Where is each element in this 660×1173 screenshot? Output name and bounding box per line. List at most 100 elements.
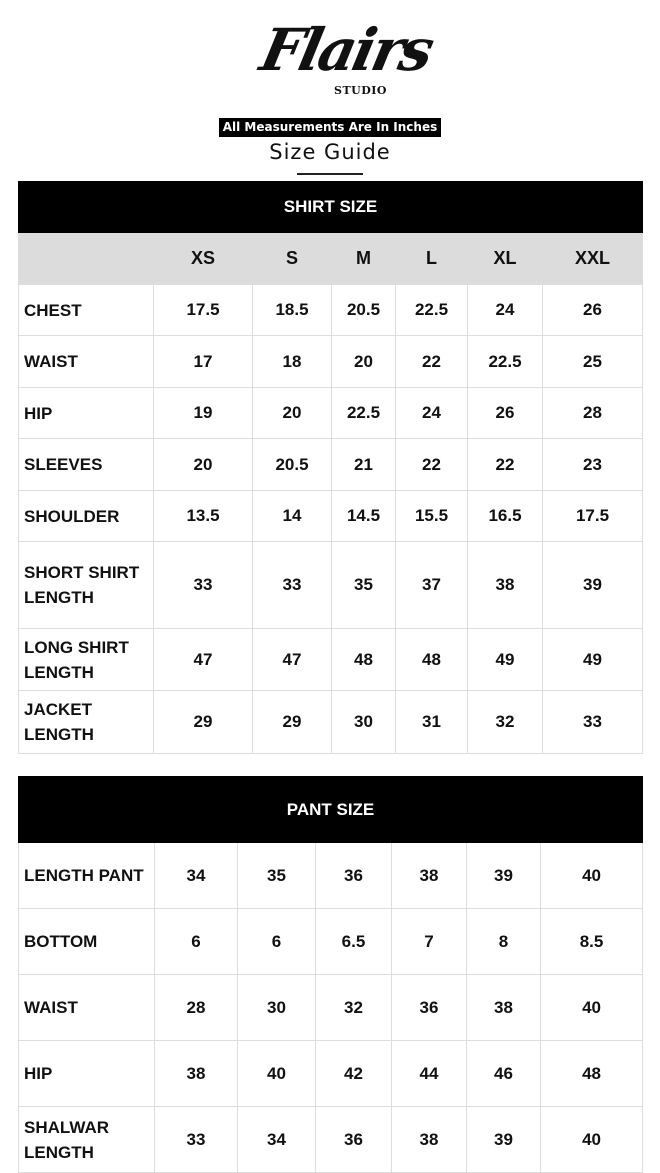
measurement-cell: 20 bbox=[331, 335, 396, 388]
measurement-cell: 6 bbox=[237, 908, 316, 975]
row-label: WAIST bbox=[18, 335, 154, 388]
table-row: WAIST 28 30 32 36 38 40 bbox=[18, 974, 644, 1041]
measurement-cell: 22.5 bbox=[395, 284, 468, 336]
measurement-cell: 22.5 bbox=[467, 335, 543, 388]
row-label: SLEEVES bbox=[18, 438, 154, 491]
measurement-cell: 6 bbox=[154, 908, 238, 975]
brand-name: Flairs bbox=[254, 16, 438, 84]
measurement-cell: 39 bbox=[466, 842, 541, 909]
table-row: SHORT SHIRT LENGTH 33 33 35 37 38 39 bbox=[18, 541, 644, 629]
table-row: CHEST 17.5 18.5 20.5 22.5 24 26 bbox=[18, 284, 644, 336]
measurement-cell: 40 bbox=[539, 1106, 644, 1173]
measurement-cell: 15.5 bbox=[395, 490, 468, 542]
measurement-cell: 14.5 bbox=[331, 490, 396, 542]
size-header: XL bbox=[467, 232, 543, 285]
measurement-cell: 42 bbox=[315, 1040, 392, 1107]
measurement-cell: 7 bbox=[391, 908, 467, 975]
table-row: SHOULDER 13.5 14 14.5 15.5 16.5 17.5 bbox=[18, 490, 644, 542]
row-label: HIP bbox=[18, 387, 154, 439]
measurement-cell: 18.5 bbox=[252, 284, 332, 336]
measurement-note: All Measurements Are In Inches bbox=[219, 118, 441, 137]
row-label: SHOULDER bbox=[18, 490, 154, 542]
shirt-size-table: SHIRT SIZE XS S M L XL XXL CHEST 17.5 18.5 20.5 22.… bbox=[17, 181, 644, 754]
measurement-cell: 18 bbox=[252, 335, 332, 388]
measurement-cell: 22 bbox=[395, 335, 468, 388]
brand-logo: Flairs STUDIO bbox=[255, 16, 438, 102]
table-heading-row: SHIRT SIZE bbox=[17, 181, 644, 233]
measurement-cell: 32 bbox=[315, 974, 392, 1041]
measurement-cell: 28 bbox=[541, 387, 644, 439]
empty-header-cell bbox=[18, 232, 154, 285]
measurement-cell: 47 bbox=[252, 628, 332, 691]
size-header: XXL bbox=[541, 232, 644, 285]
measurement-cell: 28 bbox=[154, 974, 238, 1041]
measurement-cell: 36 bbox=[391, 974, 467, 1041]
measurement-cell: 38 bbox=[391, 1106, 467, 1173]
row-label: JACKET LENGTH bbox=[18, 690, 154, 754]
size-header: M bbox=[331, 232, 396, 285]
measurement-cell: 40 bbox=[237, 1040, 316, 1107]
table-heading: SHIRT SIZE bbox=[17, 181, 644, 233]
measurement-cell: 35 bbox=[237, 842, 316, 909]
measurement-cell: 29 bbox=[153, 690, 253, 754]
measurement-cell: 48 bbox=[331, 628, 396, 691]
measurement-cell: 8.5 bbox=[539, 908, 644, 975]
measurement-cell: 38 bbox=[467, 541, 543, 629]
table-row: BOTTOM 6 6 6.5 7 8 8.5 bbox=[18, 908, 644, 975]
measurement-cell: 20.5 bbox=[252, 438, 332, 491]
row-label: HIP bbox=[18, 1040, 155, 1107]
measurement-cell: 20.5 bbox=[331, 284, 396, 336]
measurement-cell: 26 bbox=[467, 387, 543, 439]
measurement-cell: 36 bbox=[315, 1106, 392, 1173]
measurement-cell: 17.5 bbox=[153, 284, 253, 336]
measurement-cell: 49 bbox=[467, 628, 543, 691]
brand-sub: STUDIO bbox=[334, 84, 387, 97]
pant-size-table: PANT SIZE LENGTH PANT 34 35 36 38 39 40 BOTTOM 6 6… bbox=[17, 776, 644, 1173]
measurement-cell: 33 bbox=[252, 541, 332, 629]
row-label: LENGTH PANT bbox=[18, 842, 155, 909]
measurement-cell: 34 bbox=[154, 842, 238, 909]
row-label: WAIST bbox=[18, 974, 155, 1041]
measurement-cell: 20 bbox=[153, 438, 253, 491]
measurement-cell: 40 bbox=[539, 974, 644, 1041]
table-row: SLEEVES 20 20.5 21 22 22 23 bbox=[18, 438, 644, 491]
table-row: HIP 38 40 42 44 46 48 bbox=[18, 1040, 644, 1107]
measurement-cell: 39 bbox=[541, 541, 644, 629]
measurement-cell: 13.5 bbox=[153, 490, 253, 542]
measurement-cell: 14 bbox=[252, 490, 332, 542]
measurement-cell: 33 bbox=[154, 1106, 238, 1173]
measurement-cell: 23 bbox=[541, 438, 644, 491]
measurement-cell: 17.5 bbox=[541, 490, 644, 542]
measurement-cell: 38 bbox=[391, 842, 467, 909]
measurement-cell: 26 bbox=[541, 284, 644, 336]
row-label: LONG SHIRT LENGTH bbox=[18, 628, 154, 691]
measurement-cell: 34 bbox=[237, 1106, 316, 1173]
measurement-cell: 6.5 bbox=[315, 908, 392, 975]
measurement-cell: 32 bbox=[467, 690, 543, 754]
size-header: S bbox=[252, 232, 332, 285]
row-label: CHEST bbox=[18, 284, 154, 336]
measurement-cell: 8 bbox=[466, 908, 541, 975]
table-row: HIP 19 20 22.5 24 26 28 bbox=[18, 387, 644, 439]
table-row: JACKET LENGTH 29 29 30 31 32 33 bbox=[18, 690, 644, 754]
measurement-cell: 33 bbox=[541, 690, 644, 754]
table-row: SHALWAR LENGTH 33 34 36 38 39 40 bbox=[18, 1106, 644, 1173]
size-header: XS bbox=[153, 232, 253, 285]
table-row: WAIST 17 18 20 22 22.5 25 bbox=[18, 335, 644, 388]
measurement-cell: 35 bbox=[331, 541, 396, 629]
measurement-cell: 17 bbox=[153, 335, 253, 388]
measurement-cell: 24 bbox=[467, 284, 543, 336]
measurement-cell: 36 bbox=[315, 842, 392, 909]
measurement-cell: 19 bbox=[153, 387, 253, 439]
measurement-cell: 33 bbox=[153, 541, 253, 629]
table-row: LENGTH PANT 34 35 36 38 39 40 bbox=[18, 842, 644, 909]
measurement-cell: 21 bbox=[331, 438, 396, 491]
row-label: SHORT SHIRT LENGTH bbox=[18, 541, 154, 629]
row-label: BOTTOM bbox=[18, 908, 155, 975]
measurement-cell: 48 bbox=[539, 1040, 644, 1107]
title-divider bbox=[297, 173, 363, 175]
measurement-cell: 47 bbox=[153, 628, 253, 691]
measurement-cell: 49 bbox=[541, 628, 644, 691]
table-heading: PANT SIZE bbox=[17, 776, 644, 843]
measurement-cell: 31 bbox=[395, 690, 468, 754]
